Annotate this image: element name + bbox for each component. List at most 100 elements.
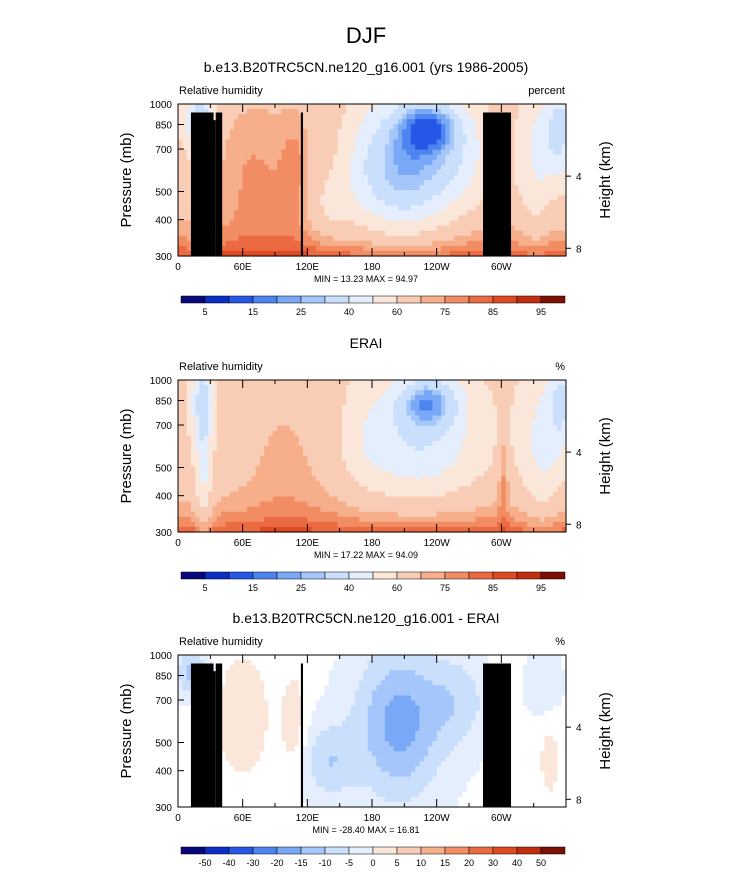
contour-cell bbox=[359, 390, 364, 396]
contour-cell bbox=[458, 250, 464, 257]
contour-cell bbox=[397, 104, 403, 110]
contour-cell bbox=[208, 410, 214, 417]
contour-cell bbox=[367, 380, 373, 386]
contour-cell bbox=[376, 471, 382, 477]
contour-cell bbox=[333, 435, 339, 442]
contour-cell bbox=[259, 185, 265, 191]
contour-cell bbox=[458, 390, 464, 396]
contour-cell bbox=[285, 440, 291, 447]
contour-cell bbox=[320, 114, 326, 120]
contour-cell bbox=[440, 114, 446, 120]
contour-cell bbox=[514, 395, 520, 401]
contour-cell bbox=[415, 215, 421, 222]
contour-cell bbox=[285, 104, 291, 110]
contour-cell bbox=[423, 481, 429, 487]
contour-cell bbox=[548, 435, 554, 442]
contour-cell bbox=[251, 435, 257, 442]
contour-cell bbox=[497, 400, 502, 406]
contour-cell bbox=[363, 400, 369, 406]
contour-cell bbox=[303, 129, 308, 135]
contour-cell bbox=[315, 415, 321, 422]
contour-cell bbox=[527, 129, 533, 135]
contour-cell bbox=[359, 200, 364, 206]
contour-cell bbox=[285, 220, 291, 227]
contour-cell bbox=[544, 496, 550, 503]
contour-cell bbox=[419, 385, 425, 391]
contour-cell bbox=[548, 440, 554, 447]
contour-cell bbox=[475, 114, 481, 120]
contour-cell bbox=[453, 190, 459, 196]
contour-cell bbox=[333, 395, 339, 401]
contour-cell bbox=[264, 380, 270, 386]
contour-cell bbox=[255, 114, 261, 120]
contour-cell bbox=[229, 104, 235, 110]
contour-cell bbox=[380, 144, 386, 151]
contour-cell bbox=[246, 240, 252, 247]
contour-cell bbox=[535, 225, 541, 232]
contour-cell bbox=[402, 440, 408, 447]
contour-cell bbox=[341, 169, 347, 176]
contour-cell bbox=[432, 235, 438, 242]
contour-cell bbox=[540, 144, 546, 151]
contour-cell bbox=[350, 210, 356, 217]
contour-cell bbox=[436, 410, 442, 417]
contour-cell bbox=[372, 164, 377, 171]
contour-cell bbox=[234, 471, 239, 477]
contour-cell bbox=[328, 240, 334, 247]
contour-cell bbox=[389, 134, 395, 141]
contour-cell bbox=[466, 440, 472, 447]
contour-cell bbox=[234, 425, 239, 432]
contour-cell bbox=[294, 481, 300, 487]
contour-cell bbox=[458, 114, 464, 120]
contour-cell bbox=[372, 210, 377, 217]
contour-cell bbox=[380, 476, 386, 482]
contour-cell bbox=[423, 466, 429, 472]
contour-cell bbox=[535, 180, 541, 186]
contour-cell bbox=[415, 410, 421, 417]
contour-cell bbox=[354, 159, 360, 166]
contour-cell bbox=[285, 245, 291, 252]
contour-cell bbox=[277, 149, 283, 156]
contour-cell bbox=[415, 164, 421, 171]
contour-cell bbox=[440, 481, 446, 487]
contour-cell bbox=[242, 180, 248, 186]
contour-cell bbox=[277, 180, 283, 186]
contour-cell bbox=[264, 134, 270, 141]
contour-cell bbox=[540, 385, 546, 391]
contour-cell bbox=[497, 481, 502, 487]
contour-cell bbox=[290, 415, 295, 422]
contour-cell bbox=[350, 164, 356, 171]
contour-cell bbox=[514, 385, 520, 391]
contour-cell bbox=[548, 461, 554, 467]
contour-cell bbox=[251, 235, 257, 242]
contour-cell bbox=[311, 456, 317, 462]
contour-cell bbox=[553, 230, 558, 237]
contour-cell bbox=[277, 240, 283, 247]
contour-cell bbox=[337, 149, 343, 156]
contour-cell bbox=[307, 250, 313, 257]
contour-cell bbox=[298, 445, 304, 452]
contour-cell bbox=[445, 195, 451, 201]
contour-cell bbox=[561, 435, 567, 442]
contour-cell bbox=[410, 109, 416, 115]
contour-cell bbox=[238, 420, 244, 427]
contour-cell bbox=[320, 491, 326, 498]
contour-cell bbox=[440, 190, 446, 196]
contour-cell bbox=[488, 380, 494, 386]
contour-cell bbox=[315, 491, 321, 498]
contour-cell bbox=[242, 425, 248, 432]
contour-cell bbox=[540, 240, 546, 247]
contour-cell bbox=[255, 415, 261, 422]
contour-cell bbox=[186, 440, 192, 447]
contour-cell bbox=[281, 471, 287, 477]
contour-cell bbox=[307, 491, 313, 498]
contour-cell bbox=[531, 430, 537, 437]
contour-cell bbox=[449, 456, 455, 462]
contour-cell bbox=[548, 104, 554, 110]
contour-cell bbox=[432, 425, 438, 432]
contour-cell bbox=[350, 109, 356, 115]
contour-cell bbox=[410, 169, 416, 176]
contour-cell bbox=[208, 491, 214, 498]
contour-cell bbox=[238, 205, 244, 211]
